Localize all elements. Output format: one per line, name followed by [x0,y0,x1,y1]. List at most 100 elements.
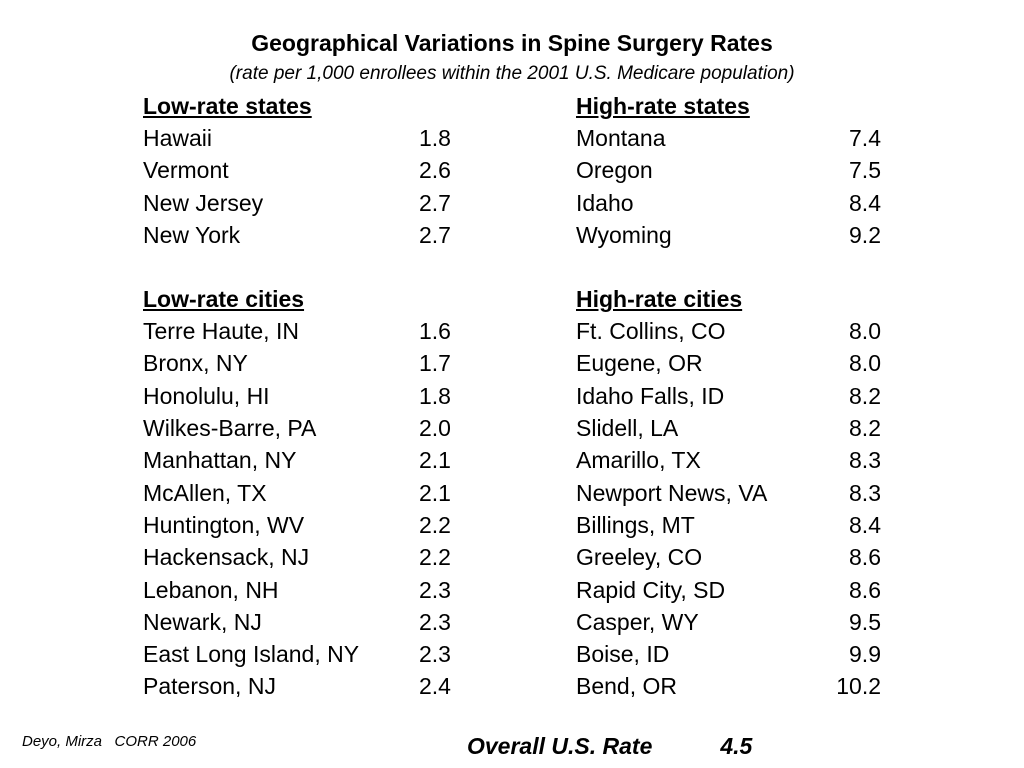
location-name: Newport News, VA [576,479,768,506]
table-row: Paterson, NJ 2.4 [143,670,463,702]
table-row: Terre Haute, IN 1.6 [143,315,463,347]
location-name: Amarillo, TX [576,447,701,474]
location-name: Greeley, CO [576,544,703,571]
table-row: Montana 7.4 [576,122,886,154]
rate-value: 8.2 [849,415,881,442]
section-spacer [576,251,886,283]
rate-value: 1.7 [419,350,451,377]
rate-value: 2.6 [419,157,451,184]
location-name: Lebanon, NH [143,576,279,603]
rate-value: 7.5 [849,157,881,184]
table-row: Rapid City, SD 8.6 [576,574,886,606]
table-row: Boise, ID 9.9 [576,638,886,670]
table-row: Idaho 8.4 [576,187,886,219]
location-name: Honolulu, HI [143,382,270,409]
location-name: Bronx, NY [143,350,248,377]
location-name: Wilkes-Barre, PA [143,415,317,442]
table-row: Bend, OR 10.2 [576,670,886,702]
rate-value: 8.4 [849,511,881,538]
table-row: Billings, MT 8.4 [576,509,886,541]
rate-value: 9.5 [849,608,881,635]
low-cities-list: Terre Haute, IN 1.6 Bronx, NY 1.7 Honolulu, … [143,315,463,703]
rate-value: 7.4 [849,125,881,151]
slide-title: Geographical Variations in Spine Surgery… [251,30,773,56]
rate-value: 8.6 [849,576,881,603]
rate-value: 8.0 [849,318,881,345]
table-row: Ft. Collins, CO 8.0 [576,315,886,347]
high-cities-heading: High-rate cities [576,286,743,313]
rate-value: 9.9 [849,641,881,668]
rate-value: 2.1 [419,447,451,474]
rate-value: 2.3 [419,641,451,668]
rate-value: 8.4 [849,189,881,216]
location-name: McAllen, TX [143,479,267,506]
rate-value: 8.3 [849,447,881,474]
table-row: Honolulu, HI 1.8 [143,380,463,412]
table-row: New Jersey 2.7 [143,187,463,219]
location-name: Huntington, WV [143,511,305,538]
table-row: Wyoming 9.2 [576,219,886,251]
location-name: Newark, NJ [143,608,262,635]
low-states-heading: Low-rate states [143,93,312,119]
table-row: Amarillo, TX 8.3 [576,444,886,476]
table-row: Lebanon, NH 2.3 [143,574,463,606]
table-row: Hawaii 1.8 [143,122,463,154]
table-row: McAllen, TX 2.1 [143,477,463,509]
low-cities-heading: Low-rate cities [143,286,305,313]
low-rate-column: Low-rate states Hawaii 1.8 Vermont 2.6 New J… [143,90,463,703]
rate-value: 8.3 [849,479,881,506]
location-name: Hawaii [143,125,213,151]
location-name: Terre Haute, IN [143,318,299,345]
location-name: Manhattan, NY [143,447,297,474]
rate-value: 1.6 [419,318,451,345]
table-row: Slidell, LA 8.2 [576,412,886,444]
high-rate-column: High-rate states Montana 7.4 Oregon 7.5 Idah… [576,90,886,703]
rate-value: 1.8 [419,382,451,409]
location-name: Eugene, OR [576,350,703,377]
table-row: Hackensack, NJ 2.2 [143,541,463,573]
table-row: Newport News, VA 8.3 [576,477,886,509]
location-name: Montana [576,125,666,151]
table-row: Eugene, OR 8.0 [576,347,886,379]
location-name: New Jersey [143,189,264,216]
location-name: Ft. Collins, CO [576,318,726,345]
table-row: Bronx, NY 1.7 [143,347,463,379]
location-name: Bend, OR [576,673,677,700]
location-name: Vermont [143,157,229,184]
location-name: New York [143,221,241,248]
table-row: Huntington, WV 2.2 [143,509,463,541]
rate-value: 2.1 [419,479,451,506]
table-row: East Long Island, NY 2.3 [143,638,463,670]
location-name: Idaho Falls, ID [576,382,725,409]
location-name: Oregon [576,157,653,184]
table-row: Vermont 2.6 [143,154,463,186]
rate-value: 2.2 [419,544,451,571]
rate-value: 2.3 [419,608,451,635]
table-row: Wilkes-Barre, PA 2.0 [143,412,463,444]
location-name: Rapid City, SD [576,576,726,603]
high-states-list: Montana 7.4 Oregon 7.5 Idaho 8.4 Wyoming 9.2 [576,122,886,251]
table-row: New York 2.7 [143,219,463,251]
location-name: East Long Island, NY [143,641,360,668]
location-name: Casper, WY [576,608,699,635]
table-row: Greeley, CO 8.6 [576,541,886,573]
rate-value: 2.4 [419,673,451,700]
table-row: Manhattan, NY 2.1 [143,444,463,476]
rate-value: 8.0 [849,350,881,377]
location-name: Slidell, LA [576,415,679,442]
location-name: Hackensack, NJ [143,544,310,571]
rate-value: 8.2 [849,382,881,409]
location-name: Paterson, NJ [143,673,276,700]
rate-value: 9.2 [849,221,881,248]
rate-value: 1.8 [419,125,451,151]
slide-subtitle: (rate per 1,000 enrollees within the 200… [229,63,795,84]
table-row: Casper, WY 9.5 [576,606,886,638]
high-states-heading: High-rate states [576,93,750,119]
rate-value: 2.3 [419,576,451,603]
overall-rate-label: Overall U.S. Rate [467,733,653,759]
low-states-list: Hawaii 1.8 Vermont 2.6 New Jersey 2.7 New York… [143,122,463,251]
location-name: Billings, MT [576,511,695,538]
rate-value: 2.0 [419,415,451,442]
rate-value: 10.2 [836,673,881,700]
high-cities-list: Ft. Collins, CO 8.0 Eugene, OR 8.0 Idaho Fal… [576,315,886,703]
